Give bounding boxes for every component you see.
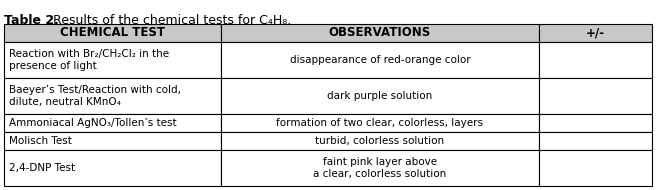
Bar xyxy=(4,24,221,42)
Bar xyxy=(539,78,652,114)
Text: Baeyer’s Test/Reaction with cold,
dilute, neutral KMnO₄: Baeyer’s Test/Reaction with cold, dilute… xyxy=(9,85,181,107)
Bar xyxy=(221,150,539,186)
Bar xyxy=(4,42,221,78)
Text: formation of two clear, colorless, layers: formation of two clear, colorless, layer… xyxy=(276,118,483,128)
Bar xyxy=(221,24,539,42)
Text: Molisch Test: Molisch Test xyxy=(9,136,72,146)
Text: Results of the chemical tests for C₄H₈.: Results of the chemical tests for C₄H₈. xyxy=(49,14,291,27)
Bar xyxy=(4,150,221,186)
Text: turbid, colorless solution: turbid, colorless solution xyxy=(316,136,444,146)
Bar xyxy=(539,150,652,186)
Bar xyxy=(221,132,539,150)
Bar xyxy=(4,78,221,114)
Text: +/-: +/- xyxy=(586,26,605,40)
Bar xyxy=(221,114,539,132)
Text: CHEMICAL TEST: CHEMICAL TEST xyxy=(60,26,165,40)
Text: faint pink layer above
a clear, colorless solution: faint pink layer above a clear, colorles… xyxy=(313,157,447,179)
Text: Table 2.: Table 2. xyxy=(4,14,59,27)
Bar xyxy=(4,114,221,132)
Bar xyxy=(539,114,652,132)
Text: disappearance of red-orange color: disappearance of red-orange color xyxy=(289,55,470,65)
Bar xyxy=(221,78,539,114)
Bar xyxy=(539,132,652,150)
Bar xyxy=(4,132,221,150)
Bar xyxy=(539,24,652,42)
Text: 2,4-DNP Test: 2,4-DNP Test xyxy=(9,163,75,173)
Text: Ammoniacal AgNO₃/Tollen’s test: Ammoniacal AgNO₃/Tollen’s test xyxy=(9,118,177,128)
Text: OBSERVATIONS: OBSERVATIONS xyxy=(329,26,431,40)
Bar xyxy=(539,42,652,78)
Bar xyxy=(221,42,539,78)
Text: Reaction with Br₂/CH₂Cl₂ in the
presence of light: Reaction with Br₂/CH₂Cl₂ in the presence… xyxy=(9,49,169,71)
Text: dark purple solution: dark purple solution xyxy=(327,91,432,101)
